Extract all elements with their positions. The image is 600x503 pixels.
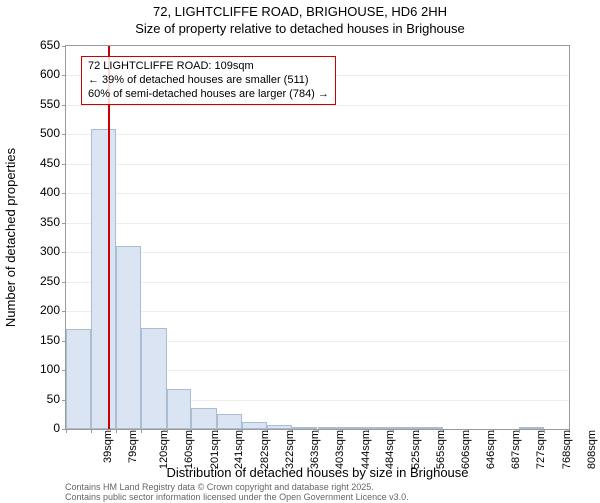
- y-tick-label: 350: [30, 215, 60, 229]
- x-tick-label: 768sqm: [561, 430, 573, 469]
- chart-container: 72, LIGHTCLIFFE ROAD, BRIGHOUSE, HD6 2HH…: [0, 0, 600, 500]
- y-tick-mark: [62, 164, 66, 165]
- histogram-bar: [242, 422, 267, 429]
- plot-area: 72 LIGHTCLIFFE ROAD: 109sqm← 39% of deta…: [65, 45, 570, 430]
- x-tick-mark: [141, 429, 142, 433]
- x-tick-mark: [91, 429, 92, 433]
- x-tick-label: 444sqm: [360, 430, 372, 469]
- credits-line2: Contains public sector information licen…: [65, 493, 585, 503]
- x-tick-label: 201sqm: [209, 430, 221, 469]
- gridline: [66, 252, 569, 253]
- gridline: [66, 134, 569, 135]
- annotation-line: 72 LIGHTCLIFFE ROAD: 109sqm: [88, 60, 329, 74]
- x-tick-label: 525sqm: [410, 430, 422, 469]
- y-tick-mark: [62, 46, 66, 47]
- x-tick-label: 808sqm: [586, 430, 598, 469]
- gridline: [66, 164, 569, 165]
- annotation-line: 60% of semi-detached houses are larger (…: [88, 88, 329, 102]
- y-tick-label: 400: [30, 185, 60, 199]
- x-tick-label: 727sqm: [535, 430, 547, 469]
- y-tick-label: 0: [30, 421, 60, 435]
- y-tick-mark: [62, 193, 66, 194]
- y-tick-label: 600: [30, 67, 60, 81]
- histogram-bar: [368, 427, 393, 429]
- x-tick-label: 160sqm: [183, 430, 195, 469]
- y-tick-mark: [62, 311, 66, 312]
- x-tick-label: 39sqm: [102, 430, 114, 463]
- histogram-bar: [267, 425, 292, 429]
- histogram-bar: [66, 329, 91, 429]
- histogram-bar: [393, 427, 418, 429]
- x-tick-mark: [66, 429, 67, 433]
- histogram-bar: [91, 129, 116, 430]
- x-tick-label: 565sqm: [435, 430, 447, 469]
- histogram-bar: [519, 427, 544, 429]
- y-tick-label: 50: [30, 392, 60, 406]
- y-tick-label: 500: [30, 126, 60, 140]
- x-axis-label: Distribution of detached houses by size …: [65, 465, 570, 480]
- x-tick-label: 484sqm: [384, 430, 396, 469]
- y-tick-mark: [62, 252, 66, 253]
- y-tick-mark: [62, 223, 66, 224]
- y-tick-mark: [62, 134, 66, 135]
- x-tick-label: 322sqm: [284, 430, 296, 469]
- histogram-bar: [217, 414, 242, 429]
- x-tick-label: 363sqm: [309, 430, 321, 469]
- histogram-bar: [342, 427, 367, 429]
- x-tick-mark: [116, 429, 117, 433]
- histogram-bar: [418, 427, 443, 429]
- gridline: [66, 311, 569, 312]
- y-tick-label: 250: [30, 274, 60, 288]
- y-tick-mark: [62, 75, 66, 76]
- y-tick-mark: [62, 105, 66, 106]
- x-tick-label: 606sqm: [460, 430, 472, 469]
- y-tick-label: 200: [30, 303, 60, 317]
- gridline: [66, 193, 569, 194]
- chart-title-line1: 72, LIGHTCLIFFE ROAD, BRIGHOUSE, HD6 2HH: [0, 4, 600, 19]
- gridline: [66, 282, 569, 283]
- histogram-bar: [292, 427, 317, 429]
- y-tick-label: 150: [30, 333, 60, 347]
- y-tick-mark: [62, 282, 66, 283]
- y-axis-label: Number of detached properties: [2, 0, 20, 475]
- gridline: [66, 223, 569, 224]
- histogram-bar: [191, 408, 216, 429]
- annotation-box: 72 LIGHTCLIFFE ROAD: 109sqm← 39% of deta…: [81, 56, 336, 105]
- y-tick-label: 650: [30, 38, 60, 52]
- histogram-bar: [116, 246, 141, 429]
- histogram-bar: [167, 389, 192, 429]
- chart-title-line2: Size of property relative to detached ho…: [0, 21, 600, 36]
- x-tick-label: 120sqm: [158, 430, 170, 469]
- x-tick-label: 282sqm: [259, 430, 271, 469]
- x-tick-label: 241sqm: [234, 430, 246, 469]
- annotation-line: ← 39% of detached houses are smaller (51…: [88, 74, 329, 88]
- histogram-bar: [318, 427, 343, 429]
- y-tick-label: 450: [30, 156, 60, 170]
- x-tick-label: 403sqm: [334, 430, 346, 469]
- y-tick-label: 550: [30, 97, 60, 111]
- x-tick-label: 79sqm: [127, 430, 139, 463]
- y-tick-label: 100: [30, 362, 60, 376]
- histogram-bar: [141, 328, 166, 429]
- x-tick-label: 687sqm: [511, 430, 523, 469]
- x-tick-label: 646sqm: [485, 430, 497, 469]
- y-tick-label: 300: [30, 244, 60, 258]
